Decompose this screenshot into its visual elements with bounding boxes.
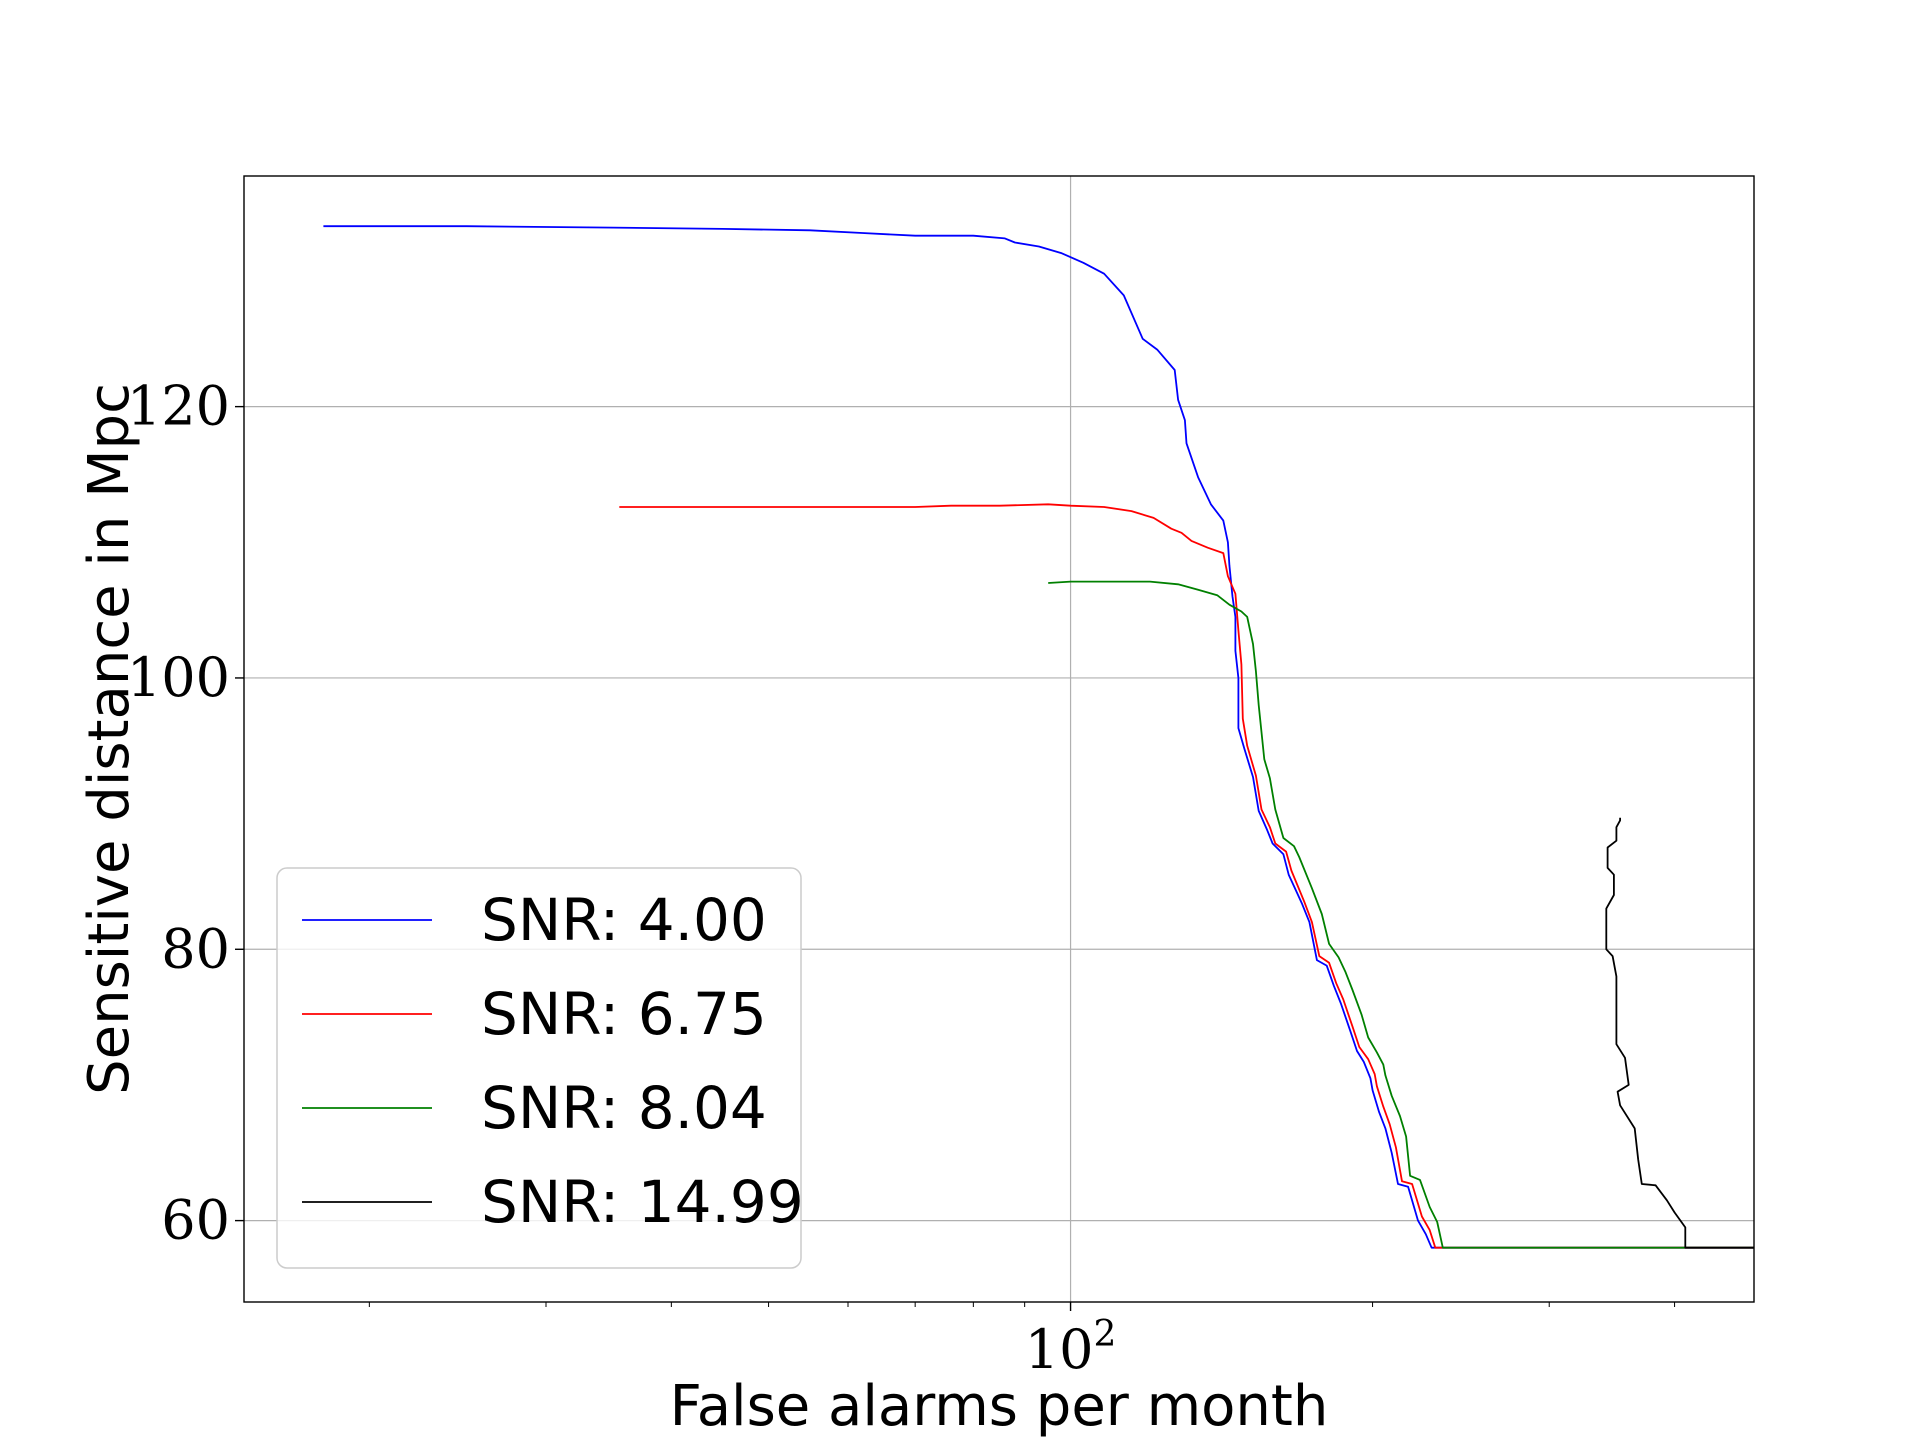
axis-ticks: 60 80 100 120 102 <box>127 375 1116 1381</box>
legend-label: SNR: 14.99 <box>481 1168 804 1236</box>
series-line-2 <box>1048 580 1754 1249</box>
legend-item-3: SNR: 14.99 <box>302 1168 804 1236</box>
x-tick-label-100: 102 <box>1025 1314 1117 1381</box>
legend-box <box>276 867 802 1269</box>
legend-item-0: SNR: 4.00 <box>302 886 767 954</box>
legend: SNR: 4.00 SNR: 6.75 SNR: 8.04 SNR: 14.99 <box>276 867 804 1269</box>
y-tick-label-100: 100 <box>127 646 230 709</box>
y-tick-label-60: 60 <box>161 1189 230 1252</box>
legend-label: SNR: 8.04 <box>481 1074 767 1142</box>
y-axis-title: Sensitive distance in Mpc <box>77 383 142 1095</box>
legend-label: SNR: 6.75 <box>481 980 767 1048</box>
legend-item-1: SNR: 6.75 <box>302 980 767 1048</box>
legend-label: SNR: 4.00 <box>481 886 767 954</box>
x-axis-title: False alarms per month <box>670 1374 1329 1439</box>
y-tick-label-80: 80 <box>161 917 230 980</box>
series-line-1 <box>619 503 1754 1249</box>
series-lines <box>323 225 1754 1249</box>
y-tick-label-120: 120 <box>127 375 230 438</box>
series-line-0 <box>323 225 1754 1249</box>
minor-ticks <box>368 1302 1676 1307</box>
plot-frame <box>243 175 1755 1303</box>
series-line-3 <box>1605 817 1754 1249</box>
legend-item-2: SNR: 8.04 <box>302 1074 767 1142</box>
